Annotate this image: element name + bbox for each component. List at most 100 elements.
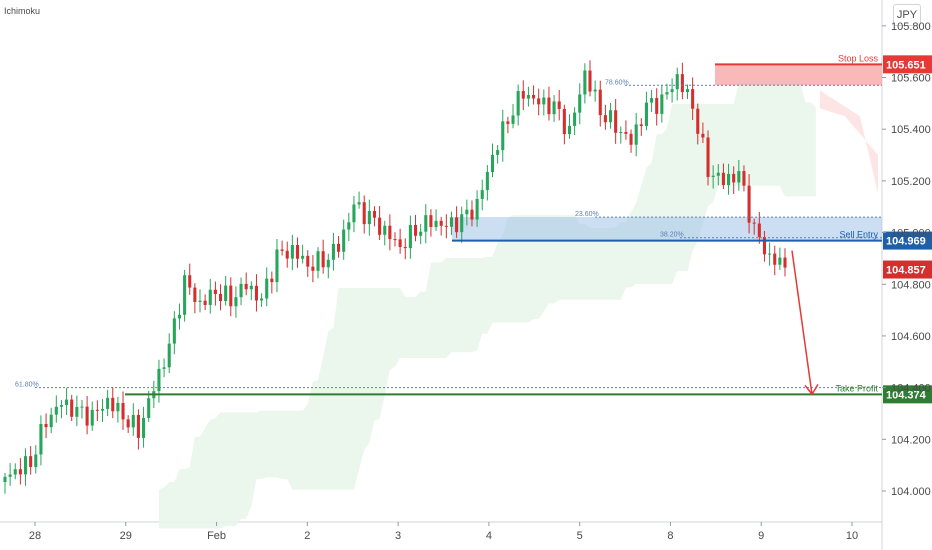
sell-entry-zone — [452, 217, 882, 241]
candle — [265, 267, 269, 307]
price-tick-label: 105.000 — [891, 228, 931, 240]
candle-body — [352, 204, 356, 223]
candle — [660, 84, 664, 123]
projection-arrow — [791, 250, 813, 395]
time-tick-label: 28 — [29, 530, 41, 542]
candle — [567, 114, 572, 139]
candle-body — [167, 343, 171, 368]
candle-body — [265, 278, 269, 299]
candle-body — [680, 74, 684, 93]
candle — [383, 220, 387, 246]
take-profit-price-tag-label: 104.374 — [886, 389, 927, 401]
candle — [116, 396, 120, 423]
candle-body — [162, 367, 166, 369]
candle — [655, 88, 659, 126]
candle-body — [183, 275, 187, 315]
stop-loss-price-tag-label: 105.651 — [886, 59, 926, 71]
candle-body — [429, 215, 433, 227]
candle-body — [311, 266, 315, 271]
candle-body — [239, 283, 243, 298]
candle-body — [254, 285, 258, 301]
candle-body — [90, 409, 94, 426]
candle — [439, 216, 443, 236]
candle — [460, 206, 464, 243]
candle — [121, 391, 125, 431]
candle — [573, 107, 577, 135]
candle — [783, 248, 787, 277]
candle-body — [670, 89, 674, 93]
candle — [419, 223, 423, 245]
candle-body — [506, 121, 510, 124]
candle — [552, 95, 556, 122]
candle — [388, 214, 392, 251]
candle-body — [100, 408, 105, 411]
time-tick-label: 5 — [577, 530, 583, 542]
candle — [44, 413, 48, 439]
candle — [203, 294, 207, 311]
candle — [521, 80, 525, 111]
candle — [721, 163, 725, 190]
candle — [213, 281, 217, 306]
candle-body — [778, 257, 782, 265]
candle — [29, 446, 33, 475]
candle — [675, 67, 679, 101]
time-axis: 28 29 Feb 2 3 4 5 8 9 10 — [29, 522, 858, 542]
current-price-tag — [883, 260, 932, 279]
candle-body — [634, 124, 638, 145]
candle-body — [757, 223, 761, 237]
candle-body — [619, 131, 623, 133]
candle — [706, 130, 710, 186]
candle — [557, 89, 561, 121]
candle-body — [367, 211, 371, 225]
sell-entry-annotation: Sell Entry — [839, 230, 878, 240]
candle-body — [675, 74, 679, 90]
candle — [501, 109, 505, 162]
price-tick-label: 104.600 — [891, 331, 931, 343]
candle — [39, 415, 43, 466]
candle-body — [116, 402, 120, 412]
candle — [562, 104, 566, 145]
candle-body — [331, 243, 335, 260]
candle — [337, 235, 341, 258]
price-tick-label: 104.000 — [891, 486, 931, 498]
candle-body — [593, 89, 597, 92]
time-tick-label: 29 — [120, 530, 132, 542]
candle — [711, 165, 715, 189]
candle — [218, 284, 223, 311]
candle — [65, 387, 69, 415]
candle — [295, 237, 300, 268]
candle-body — [403, 246, 407, 249]
candle — [362, 195, 366, 234]
price-tick-label: 105.600 — [891, 73, 931, 85]
candle — [644, 91, 648, 131]
candle-body — [737, 171, 741, 183]
candle — [773, 245, 777, 276]
time-tick-label: 9 — [758, 530, 764, 542]
candle-body — [275, 249, 279, 283]
candle — [511, 104, 515, 129]
candle — [378, 206, 382, 241]
time-tick-label: 8 — [667, 530, 673, 542]
candle — [665, 83, 669, 100]
candle-body — [218, 293, 223, 302]
currency-button[interactable]: JPY — [893, 4, 921, 26]
candle-body — [537, 98, 541, 105]
candle — [685, 84, 690, 100]
candle-body — [701, 133, 705, 138]
candle-body — [121, 402, 125, 420]
candle-body — [752, 222, 756, 224]
candle — [54, 395, 58, 423]
candle — [75, 395, 79, 427]
candle — [547, 86, 551, 121]
candle-body — [203, 300, 207, 305]
candle-body — [316, 251, 320, 271]
candle — [762, 231, 767, 262]
candle — [280, 240, 284, 256]
candle — [403, 238, 407, 260]
candle-body — [8, 474, 12, 477]
candle-body — [337, 243, 341, 252]
fib-label: 38.20% — [660, 232, 684, 239]
candle-body — [75, 406, 79, 417]
candle-body — [511, 115, 515, 124]
